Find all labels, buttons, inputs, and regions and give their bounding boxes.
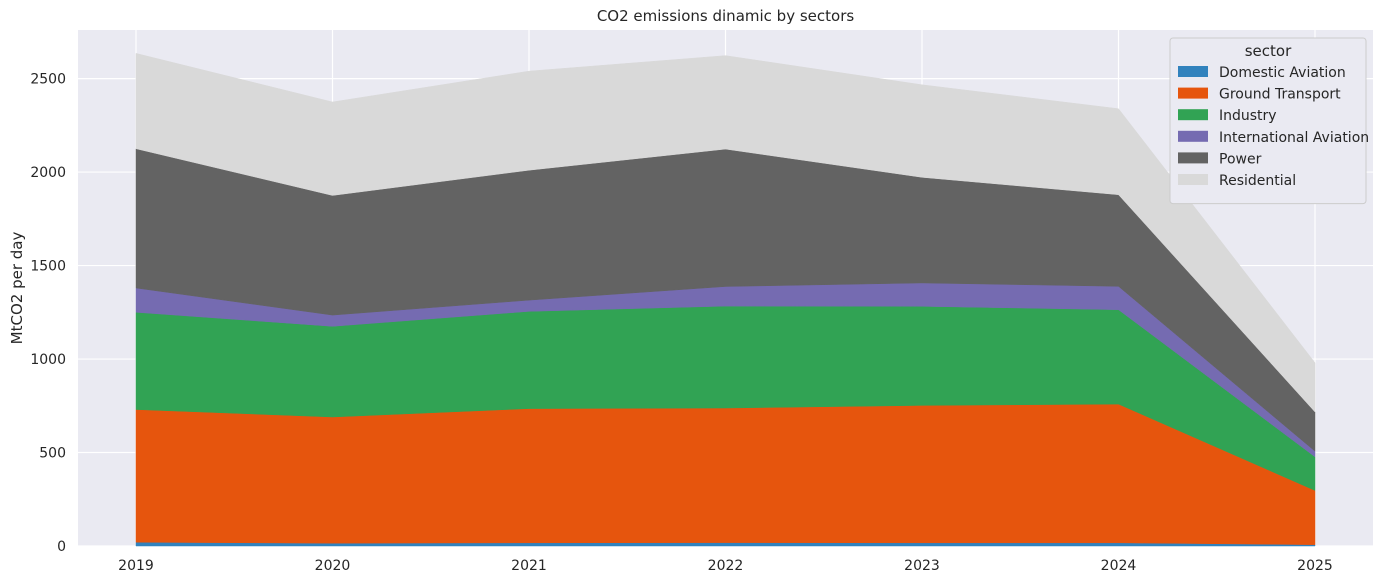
area-ground-transport — [135, 403, 1316, 545]
x-tick-label: 2019 — [118, 558, 154, 574]
y-tick-label: 0 — [57, 539, 66, 555]
legend-label: Domestic Aviation — [1219, 65, 1346, 81]
y-axis-ticks: 0 500 1000 1500 2000 2500 — [30, 72, 66, 555]
x-tick-label: 2020 — [315, 558, 351, 574]
legend-swatch — [1178, 130, 1208, 142]
x-tick-label: 2022 — [708, 558, 744, 574]
x-tick-label: 2021 — [511, 558, 547, 574]
x-tick-label: 2024 — [1101, 558, 1137, 574]
legend: sector Domestic Aviation Ground Transport… — [1169, 37, 1369, 205]
y-axis-label: MtCO2 per day — [8, 232, 26, 345]
y-tick-label: 2500 — [30, 72, 66, 88]
stacked-areas — [135, 53, 1316, 547]
legend-items: Domestic Aviation Ground Transport Industr… — [1178, 65, 1369, 189]
x-tick-label: 2025 — [1297, 558, 1333, 574]
legend-box — [1169, 37, 1367, 205]
y-tick-label: 500 — [39, 446, 66, 462]
area-residential — [135, 53, 1316, 413]
x-tick-label: 2023 — [904, 558, 940, 574]
legend-title: sector — [1245, 42, 1292, 60]
legend-label: Industry — [1219, 108, 1277, 124]
legend-swatch — [1178, 152, 1208, 164]
legend-label: Power — [1219, 151, 1262, 167]
legend-swatch — [1178, 66, 1208, 77]
legend-label: International Aviation — [1219, 130, 1369, 146]
chart-title: CO2 emissions dinamic by sectors — [597, 7, 855, 25]
y-tick-label: 2000 — [30, 165, 66, 181]
legend-label: Residential — [1219, 173, 1296, 189]
y-tick-label: 1500 — [30, 259, 66, 275]
legend-label: Ground Transport — [1219, 87, 1341, 103]
legend-swatch — [1178, 109, 1208, 121]
x-axis-ticks: 2019 2020 2021 2022 2023 2024 2025 — [118, 558, 1333, 574]
legend-swatch — [1178, 87, 1208, 99]
y-tick-label: 1000 — [30, 352, 66, 368]
legend-swatch — [1178, 174, 1208, 185]
